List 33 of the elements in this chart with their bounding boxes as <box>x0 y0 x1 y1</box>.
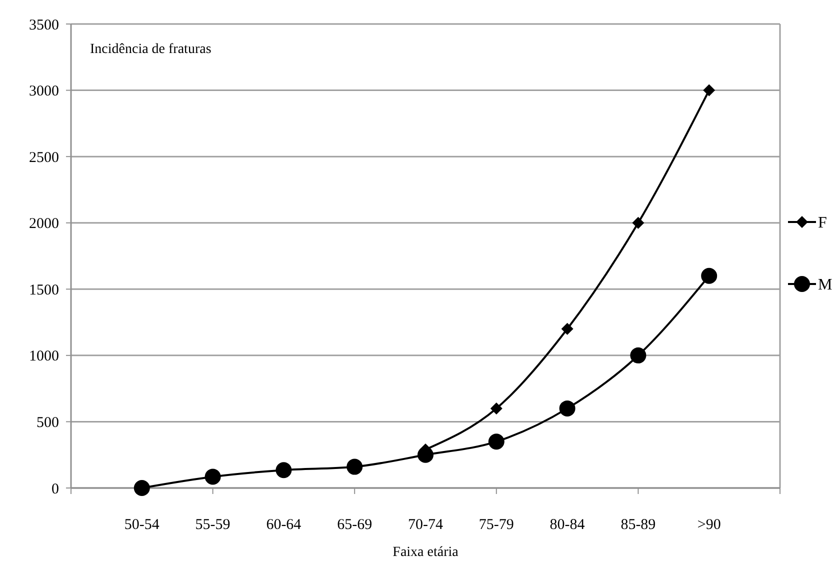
x-tick-label: 60-64 <box>266 517 302 533</box>
x-axis-title: Faixa etária <box>392 545 460 560</box>
x-tick-label: 75-79 <box>478 517 514 533</box>
legend-label: M <box>818 276 832 294</box>
point <box>204 468 221 485</box>
point <box>630 347 646 364</box>
y-tick-label: 2000 <box>29 216 59 232</box>
point <box>703 84 716 96</box>
y-tick-label: 1000 <box>29 348 59 365</box>
legend-label: F <box>818 214 827 232</box>
point <box>276 462 292 478</box>
point <box>346 458 363 475</box>
point <box>701 268 718 284</box>
point <box>490 402 502 414</box>
y-tick-label: 0 <box>52 481 59 498</box>
x-tick-label: 80-84 <box>550 517 586 533</box>
text: Incidência de fraturas <box>90 42 212 57</box>
x-tick-label: 55-59 <box>195 517 230 533</box>
point <box>561 322 574 335</box>
y-tick-label: 500 <box>36 414 59 431</box>
y-tick-label: 3000 <box>29 84 59 100</box>
x-tick-label: 85-89 <box>620 517 656 533</box>
point <box>488 434 504 450</box>
x-tick-label: 70-74 <box>408 517 444 533</box>
x-tick-label: 50-54 <box>124 517 160 533</box>
x-tick-label: >90 <box>697 517 721 533</box>
point <box>632 216 644 229</box>
y-tick-label: 1500 <box>29 282 59 298</box>
y-tick-label: 2500 <box>29 150 59 166</box>
x-tick-label: 65-69 <box>337 517 372 533</box>
point <box>134 480 150 496</box>
point <box>559 400 576 416</box>
y-tick-label: 3500 <box>29 17 59 34</box>
